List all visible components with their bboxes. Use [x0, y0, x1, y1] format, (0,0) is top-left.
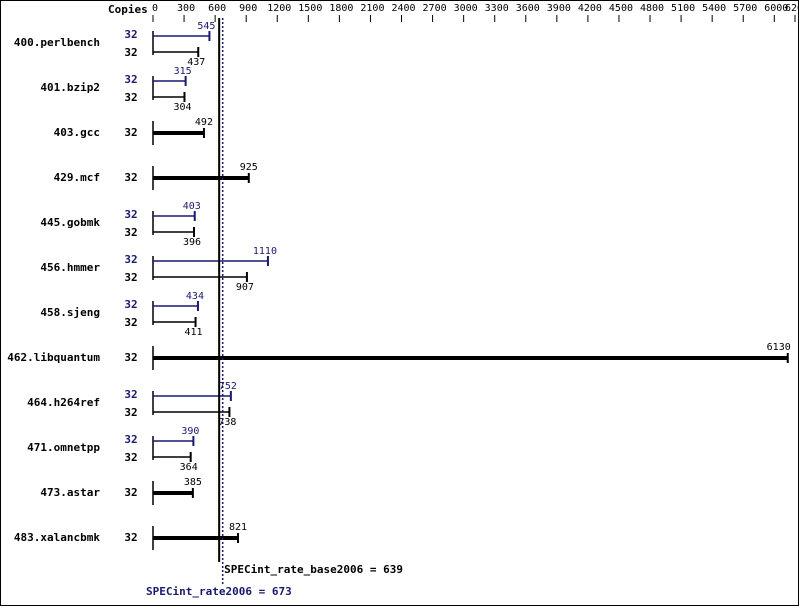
benchmark-label: 445.gobmk: [40, 216, 100, 229]
value-label: 396: [183, 237, 201, 248]
benchmark-label: 473.astar: [40, 486, 100, 499]
copies-label: 32: [124, 171, 137, 184]
value-label: 437: [187, 57, 205, 68]
benchmark-label: 483.xalancbmk: [14, 531, 100, 544]
x-tick-label: 300: [177, 3, 195, 14]
x-tick-label: 4200: [578, 3, 602, 14]
benchmark-label: 456.hmmer: [40, 261, 100, 274]
value-label: 1110: [253, 246, 277, 257]
benchmark-label: 471.omnetpp: [27, 441, 100, 454]
copies-label: 32: [124, 388, 137, 401]
copies-label: 32: [124, 451, 137, 464]
benchmark-label: 403.gcc: [54, 126, 100, 139]
value-label: 752: [219, 381, 237, 392]
copies-label: 32: [124, 91, 137, 104]
value-label: 385: [184, 477, 202, 488]
x-tick-label: 1500: [298, 3, 322, 14]
benchmark-label: 458.sjeng: [40, 306, 100, 319]
copies-label: 32: [124, 271, 137, 284]
value-label: 6130: [767, 342, 791, 353]
value-label: 315: [174, 66, 192, 77]
benchmark-label: 401.bzip2: [40, 81, 100, 94]
x-tick-label: 0: [152, 3, 158, 14]
value-label: 492: [195, 117, 213, 128]
copies-label: 32: [124, 433, 137, 446]
x-tick-label: 5400: [702, 3, 726, 14]
x-tick-label: 2400: [391, 3, 415, 14]
copies-label: 32: [124, 46, 137, 59]
value-label: 434: [186, 291, 204, 302]
copies-label: 32: [124, 406, 137, 419]
copies-label: 32: [124, 226, 137, 239]
copies-label: 32: [124, 126, 137, 139]
mean-label: SPECint_rate2006 = 673: [146, 585, 292, 598]
copies-label: 32: [124, 486, 137, 499]
x-tick-label: 3900: [547, 3, 571, 14]
value-label: 738: [218, 417, 236, 428]
copies-label: 32: [124, 298, 137, 311]
benchmark-label: 464.h264ref: [27, 396, 100, 409]
copies-label: 32: [124, 351, 137, 364]
value-label: 411: [185, 327, 203, 338]
value-label: 821: [229, 522, 247, 533]
benchmark-label: 462.libquantum: [7, 351, 100, 364]
copies-header: Copies: [108, 3, 148, 16]
x-tick-label: 3300: [485, 3, 509, 14]
x-tick-label: 900: [239, 3, 257, 14]
copies-label: 32: [124, 208, 137, 221]
x-tick-label: 3000: [454, 3, 478, 14]
copies-label: 32: [124, 531, 137, 544]
x-tick-label: 2700: [423, 3, 447, 14]
x-tick-label: 3600: [516, 3, 540, 14]
x-tick-label: 600: [208, 3, 226, 14]
x-tick-label: 4500: [609, 3, 633, 14]
value-label: 403: [183, 201, 201, 212]
value-label: 907: [236, 282, 254, 293]
copies-label: 32: [124, 253, 137, 266]
copies-label: 32: [124, 316, 137, 329]
value-label: 925: [240, 162, 258, 173]
x-tick-label: 5100: [671, 3, 695, 14]
x-tick-label: 6000: [764, 3, 788, 14]
copies-label: 32: [124, 73, 137, 86]
x-tick-label: 1200: [267, 3, 291, 14]
x-tick-label: 6200: [785, 3, 799, 14]
copies-label: 32: [124, 28, 137, 41]
x-tick-label: 4800: [640, 3, 664, 14]
mean-label: SPECint_rate_base2006 = 639: [224, 563, 403, 576]
benchmark-label: 400.perlbench: [14, 36, 100, 49]
value-label: 364: [180, 462, 198, 473]
x-tick-label: 2100: [360, 3, 384, 14]
value-label: 390: [181, 426, 199, 437]
x-tick-label: 1800: [329, 3, 353, 14]
benchmark-label: 429.mcf: [54, 171, 100, 184]
x-tick-label: 5700: [733, 3, 757, 14]
value-label: 545: [197, 21, 215, 32]
value-label: 304: [173, 102, 191, 113]
